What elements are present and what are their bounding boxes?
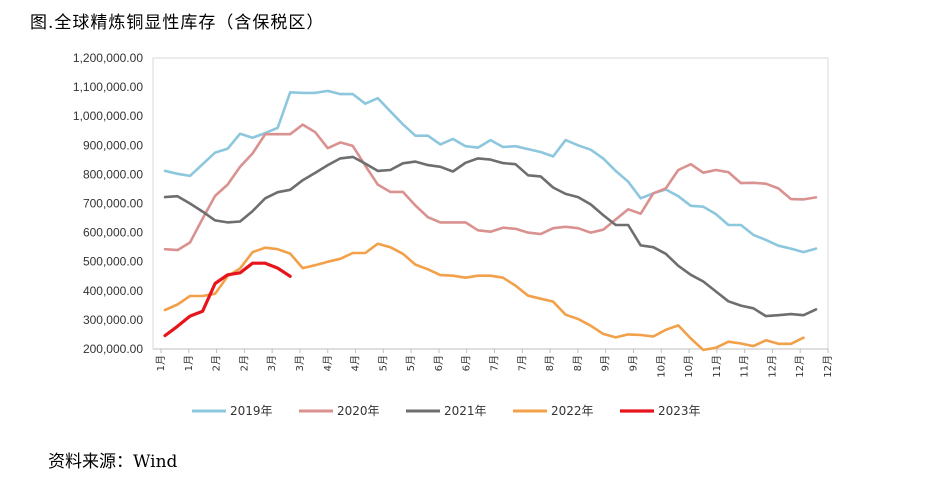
y-tick-label: 800,000.00 [83, 167, 143, 181]
x-axis: 1月 1月 2月 2月 3月 3月 4月 4月 5月 5月 6月 6月 7月 7月 8月 8月 9月 9月 10月 1… [153, 348, 834, 378]
x-tick-label: 12月 [794, 355, 806, 378]
legend-label: 2022年 [551, 404, 594, 418]
x-tick-label: 2月 [211, 355, 223, 371]
chart-title: 图.全球精炼铜显性库存（含保税区） [30, 13, 325, 33]
y-tick-label: 400,000.00 [83, 284, 143, 298]
plot-border [152, 57, 829, 350]
x-tick-label: 4月 [322, 355, 334, 371]
legend-label: 2019年 [230, 404, 273, 418]
x-tick-label: 6月 [461, 355, 473, 371]
x-tick-label: 10月 [655, 355, 667, 378]
x-tick-label: 3月 [266, 355, 278, 371]
x-tick-label: 9月 [627, 355, 639, 371]
x-tick-label: 3月 [294, 355, 306, 371]
y-tick-label: 1,200,000.00 [73, 51, 143, 65]
y-tick-label: 500,000.00 [83, 255, 143, 269]
x-tick-label: 1月 [183, 355, 195, 371]
y-axis: 200,000.00 300,000.00 400,000.00 500,000.00… [73, 51, 143, 356]
series-line-2021 [163, 155, 818, 318]
x-tick-label: 7月 [489, 355, 501, 371]
y-tick-label: 900,000.00 [83, 138, 143, 152]
y-tick-label: 600,000.00 [83, 226, 143, 240]
x-tick-label: 10月 [683, 355, 695, 378]
x-tick-label: 4月 [350, 355, 362, 371]
x-tick-label: 12月 [822, 355, 834, 378]
series-line-2022 [163, 242, 805, 352]
y-tick-label: 200,000.00 [83, 342, 143, 356]
x-tick-label: 12月 [766, 355, 778, 378]
x-tick-label: 5月 [377, 355, 389, 371]
plot-area [152, 57, 829, 350]
y-tick-label: 700,000.00 [83, 197, 143, 211]
x-tick-label: 8月 [544, 355, 556, 371]
series-line-2020 [163, 123, 818, 252]
x-tick-label: 2月 [238, 355, 250, 371]
x-tick-label: 6月 [433, 355, 445, 371]
source-note: 资料来源：Wind [48, 452, 178, 472]
x-tick-label: 11月 [711, 355, 723, 378]
y-tick-label: 1,100,000.00 [73, 80, 143, 94]
x-tick-label: 8月 [572, 355, 584, 371]
x-tick-label: 7月 [516, 355, 528, 371]
x-tick-label: 5月 [405, 355, 417, 371]
series-line-2023 [163, 261, 292, 338]
series-layer [163, 89, 818, 352]
legend: 2019年 2020年 2021年 2022年 2023年 [192, 404, 701, 418]
x-tick-label: 9月 [600, 355, 612, 371]
x-tick-label: 1月 [155, 355, 167, 371]
line-chart: 200,000.00 300,000.00 400,000.00 500,000.00… [73, 51, 834, 418]
y-tick-label: 300,000.00 [83, 313, 143, 327]
legend-label: 2020年 [337, 404, 380, 418]
x-tick-label: 11月 [739, 355, 751, 378]
y-tick-label: 1,000,000.00 [73, 109, 143, 123]
series-line-2019 [163, 89, 818, 254]
legend-label: 2023年 [658, 404, 701, 418]
legend-label: 2021年 [444, 404, 487, 418]
